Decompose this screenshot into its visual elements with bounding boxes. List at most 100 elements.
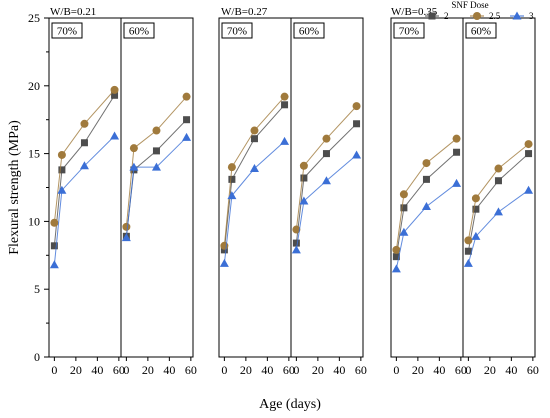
series-line-2 — [125, 119, 187, 237]
y-tick-label: 0 — [34, 350, 40, 364]
data-point-2.5 — [57, 150, 66, 159]
group-title: W/B=0.21 — [50, 6, 96, 18]
data-point-2.5 — [110, 85, 119, 94]
series-line-3 — [295, 154, 357, 250]
data-point-3 — [110, 131, 120, 140]
x-tick-label: 0 — [465, 363, 471, 377]
data-point-2 — [220, 246, 228, 254]
data-point-2.5 — [220, 241, 229, 250]
data-point-3 — [151, 162, 161, 171]
series-line-2.5 — [125, 96, 187, 227]
panel-label-box — [51, 22, 83, 39]
data-point-2 — [80, 139, 88, 147]
data-point-3 — [493, 207, 503, 216]
series-line-2.5 — [467, 143, 529, 241]
panel-label: 60% — [471, 26, 491, 38]
x-tick-label: 60 — [355, 363, 367, 377]
data-point-2 — [472, 205, 480, 213]
x-tick-label: 60 — [185, 363, 197, 377]
data-point-2 — [392, 253, 400, 261]
panel-frame — [390, 17, 464, 358]
data-point-2.5 — [399, 190, 408, 199]
x-tick-label: 60 — [527, 363, 539, 377]
legend-marker-2 — [428, 12, 436, 20]
data-point-2 — [400, 204, 408, 212]
data-point-2.5 — [524, 140, 533, 149]
panel-label-box — [221, 22, 253, 39]
data-point-3 — [182, 132, 192, 141]
data-point-2 — [494, 177, 502, 185]
data-point-2 — [464, 247, 472, 255]
data-point-2 — [152, 147, 160, 155]
data-point-3 — [524, 185, 534, 194]
data-point-2 — [292, 239, 300, 247]
series-line-2 — [295, 123, 357, 244]
data-point-2 — [422, 175, 430, 183]
data-point-2.5 — [280, 92, 289, 101]
legend-label: 3 — [529, 11, 534, 21]
data-point-2.5 — [422, 159, 431, 168]
data-point-3 — [129, 162, 139, 171]
data-point-2.5 — [494, 164, 503, 173]
panel-label: 70% — [57, 26, 77, 38]
x-tick-label: 40 — [261, 363, 273, 377]
data-point-2.5 — [227, 163, 236, 172]
data-point-3 — [391, 264, 401, 273]
data-point-2 — [353, 120, 361, 128]
x-tick-label: 40 — [163, 363, 175, 377]
data-point-2.5 — [182, 92, 191, 101]
legend-marker-3 — [512, 11, 522, 20]
data-point-2 — [58, 166, 66, 174]
x-tick-label: 20 — [312, 363, 324, 377]
panel-label-box — [465, 22, 497, 39]
data-point-3 — [299, 196, 309, 205]
series-line-3 — [223, 141, 285, 264]
x-tick-label: 20 — [70, 363, 82, 377]
data-point-2.5 — [122, 222, 131, 231]
y-tick-label: 10 — [28, 214, 40, 228]
panel-label: 70% — [399, 26, 419, 38]
data-point-2 — [322, 150, 330, 158]
data-point-2.5 — [464, 236, 473, 245]
data-point-2 — [453, 148, 461, 156]
panel-label: 70% — [227, 26, 247, 38]
x-tick-label: 20 — [412, 363, 424, 377]
x-tick-label: 60 — [455, 363, 467, 377]
series-line-3 — [125, 136, 187, 238]
data-point-2.5 — [322, 134, 331, 143]
panel-frame — [462, 17, 536, 358]
panel-label-box — [393, 22, 425, 39]
x-tick-label: 0 — [221, 363, 227, 377]
legend-label: 2.5 — [489, 11, 501, 21]
y-tick-label: 5 — [34, 282, 40, 296]
data-point-2.5 — [352, 102, 361, 111]
x-tick-label: 0 — [293, 363, 299, 377]
series-line-2 — [395, 151, 457, 257]
data-point-3 — [471, 231, 481, 240]
data-point-3 — [291, 245, 301, 254]
series-line-2.5 — [295, 105, 357, 230]
series-line-3 — [467, 189, 529, 264]
x-tick-label: 0 — [51, 363, 57, 377]
series-line-2 — [223, 104, 285, 250]
group-title: W/B=0.27 — [221, 6, 268, 18]
data-point-2.5 — [152, 126, 161, 135]
data-point-2.5 — [250, 126, 259, 135]
data-point-2.5 — [292, 225, 301, 234]
panel-label: 60% — [299, 26, 319, 38]
panel-label-box — [123, 22, 155, 39]
series-line-2.5 — [223, 96, 285, 246]
x-tick-label: 40 — [91, 363, 103, 377]
data-point-2.5 — [392, 245, 401, 254]
data-point-3 — [352, 150, 362, 159]
x-tick-label: 40 — [433, 363, 445, 377]
x-tick-label: 0 — [123, 363, 129, 377]
data-point-2 — [250, 135, 258, 143]
data-point-3 — [249, 164, 259, 173]
data-point-2 — [50, 242, 58, 250]
y-tick-label: 25 — [28, 11, 40, 25]
data-point-2 — [228, 175, 236, 183]
data-point-2 — [281, 101, 289, 109]
